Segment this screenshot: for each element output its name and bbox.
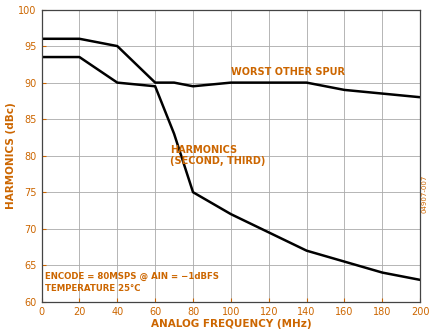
Text: ENCODE = 80MSPS @ AIN = −1dBFS
TEMPERATURE 25°C: ENCODE = 80MSPS @ AIN = −1dBFS TEMPERATU… bbox=[45, 272, 219, 293]
Text: 04907-007: 04907-007 bbox=[420, 175, 426, 213]
Text: HARMONICS
(SECOND, THIRD): HARMONICS (SECOND, THIRD) bbox=[170, 145, 265, 166]
X-axis label: ANALOG FREQUENCY (MHz): ANALOG FREQUENCY (MHz) bbox=[150, 320, 310, 329]
Y-axis label: HARMONICS (dBc): HARMONICS (dBc) bbox=[6, 102, 16, 209]
Text: WORST OTHER SPUR: WORST OTHER SPUR bbox=[230, 67, 344, 77]
